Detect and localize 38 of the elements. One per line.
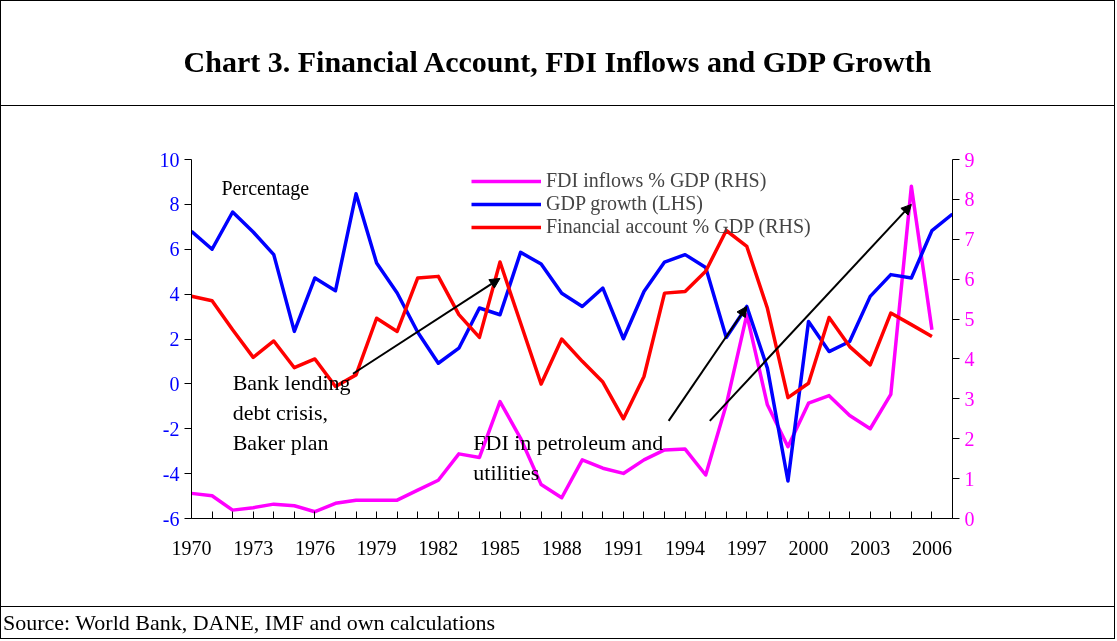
x-tick-label: 2000: [788, 536, 829, 559]
x-tick-label: 1973: [233, 536, 274, 559]
y-tick-label: 0: [169, 372, 180, 395]
y2-tick-label: 7: [964, 228, 975, 251]
x-tick-label: 1994: [665, 536, 706, 559]
chart-title: Chart 3. Financial Account, FDI Inflows and GDP Growth: [183, 44, 932, 80]
y-tick-label: 6: [169, 238, 180, 261]
y2-tick-label: 3: [964, 387, 975, 410]
x-tick-label: 1985: [480, 536, 521, 559]
x-tick-label: 2003: [850, 536, 891, 559]
y-tick-label: 4: [169, 283, 180, 306]
y-axis-title: Percentage: [221, 176, 310, 200]
y2-tick-label: 2: [964, 427, 975, 450]
x-tick-label: 1976: [294, 536, 335, 559]
y-tick-label: 2: [169, 328, 180, 350]
legend-label: GDP growth (LHS): [546, 192, 704, 215]
y2-tick-label: 8: [964, 188, 975, 211]
x-tick-label: 2006: [911, 536, 952, 559]
y2-tick-label: 5: [964, 308, 975, 331]
y2-tick-label: 1: [964, 467, 975, 490]
y2-tick-label: 6: [964, 268, 975, 291]
y2-tick-label: 9: [964, 148, 975, 171]
y-tick-label: -6: [162, 507, 180, 530]
x-tick-label: 1982: [418, 536, 459, 559]
x-tick-label: 1997: [726, 536, 767, 559]
x-tick-label: 1988: [541, 536, 582, 559]
x-tick-label: 1970: [171, 536, 212, 559]
y-tick-label: 10: [159, 148, 180, 171]
legend-label: Financial account % GDP (RHS): [546, 215, 811, 238]
y-tick-label: 8: [169, 193, 180, 216]
x-tick-label: 1991: [603, 536, 644, 559]
y-tick-label: -2: [162, 417, 180, 440]
y2-tick-label: 4: [964, 347, 975, 370]
source-note: Source: World Bank, DANE, IMF and own calculations: [3, 609, 496, 637]
y2-tick-label: 0: [964, 507, 975, 530]
legend-label: FDI inflows % GDP (RHS): [546, 169, 767, 192]
x-tick-label: 1979: [356, 536, 397, 559]
y-tick-label: -4: [162, 462, 180, 485]
